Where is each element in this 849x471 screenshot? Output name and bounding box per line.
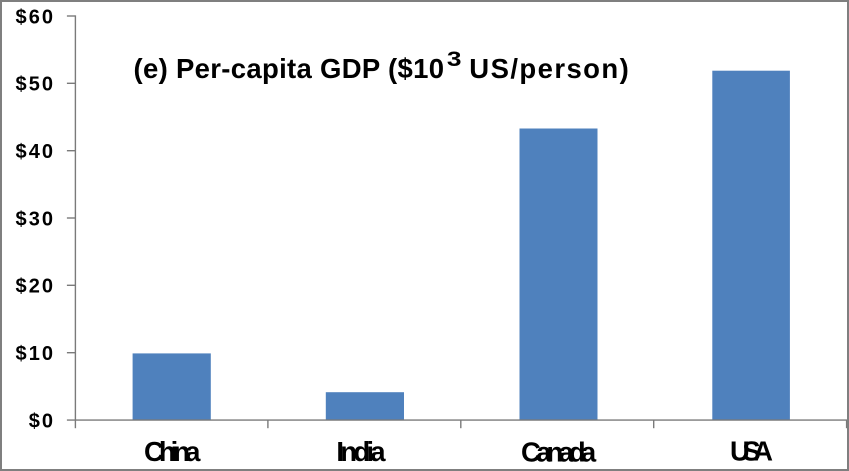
svg-text:India: India bbox=[336, 436, 386, 467]
svg-text:US/person): US/person) bbox=[469, 53, 629, 84]
svg-text:$60: $60 bbox=[16, 6, 54, 28]
svg-text:$40: $40 bbox=[16, 141, 54, 163]
svg-text:(e) Per-capita GDP ($10: (e) Per-capita GDP ($10 bbox=[134, 53, 445, 84]
svg-text:China: China bbox=[144, 436, 201, 467]
svg-text:Canada: Canada bbox=[521, 437, 597, 468]
svg-text:USA: USA bbox=[730, 436, 773, 467]
svg-text:$10: $10 bbox=[16, 343, 54, 365]
svg-text:$30: $30 bbox=[16, 208, 54, 230]
svg-text:$50: $50 bbox=[16, 74, 54, 96]
svg-text:$20: $20 bbox=[16, 276, 54, 298]
svg-text:$0: $0 bbox=[29, 410, 53, 432]
svg-text:3: 3 bbox=[447, 47, 462, 71]
